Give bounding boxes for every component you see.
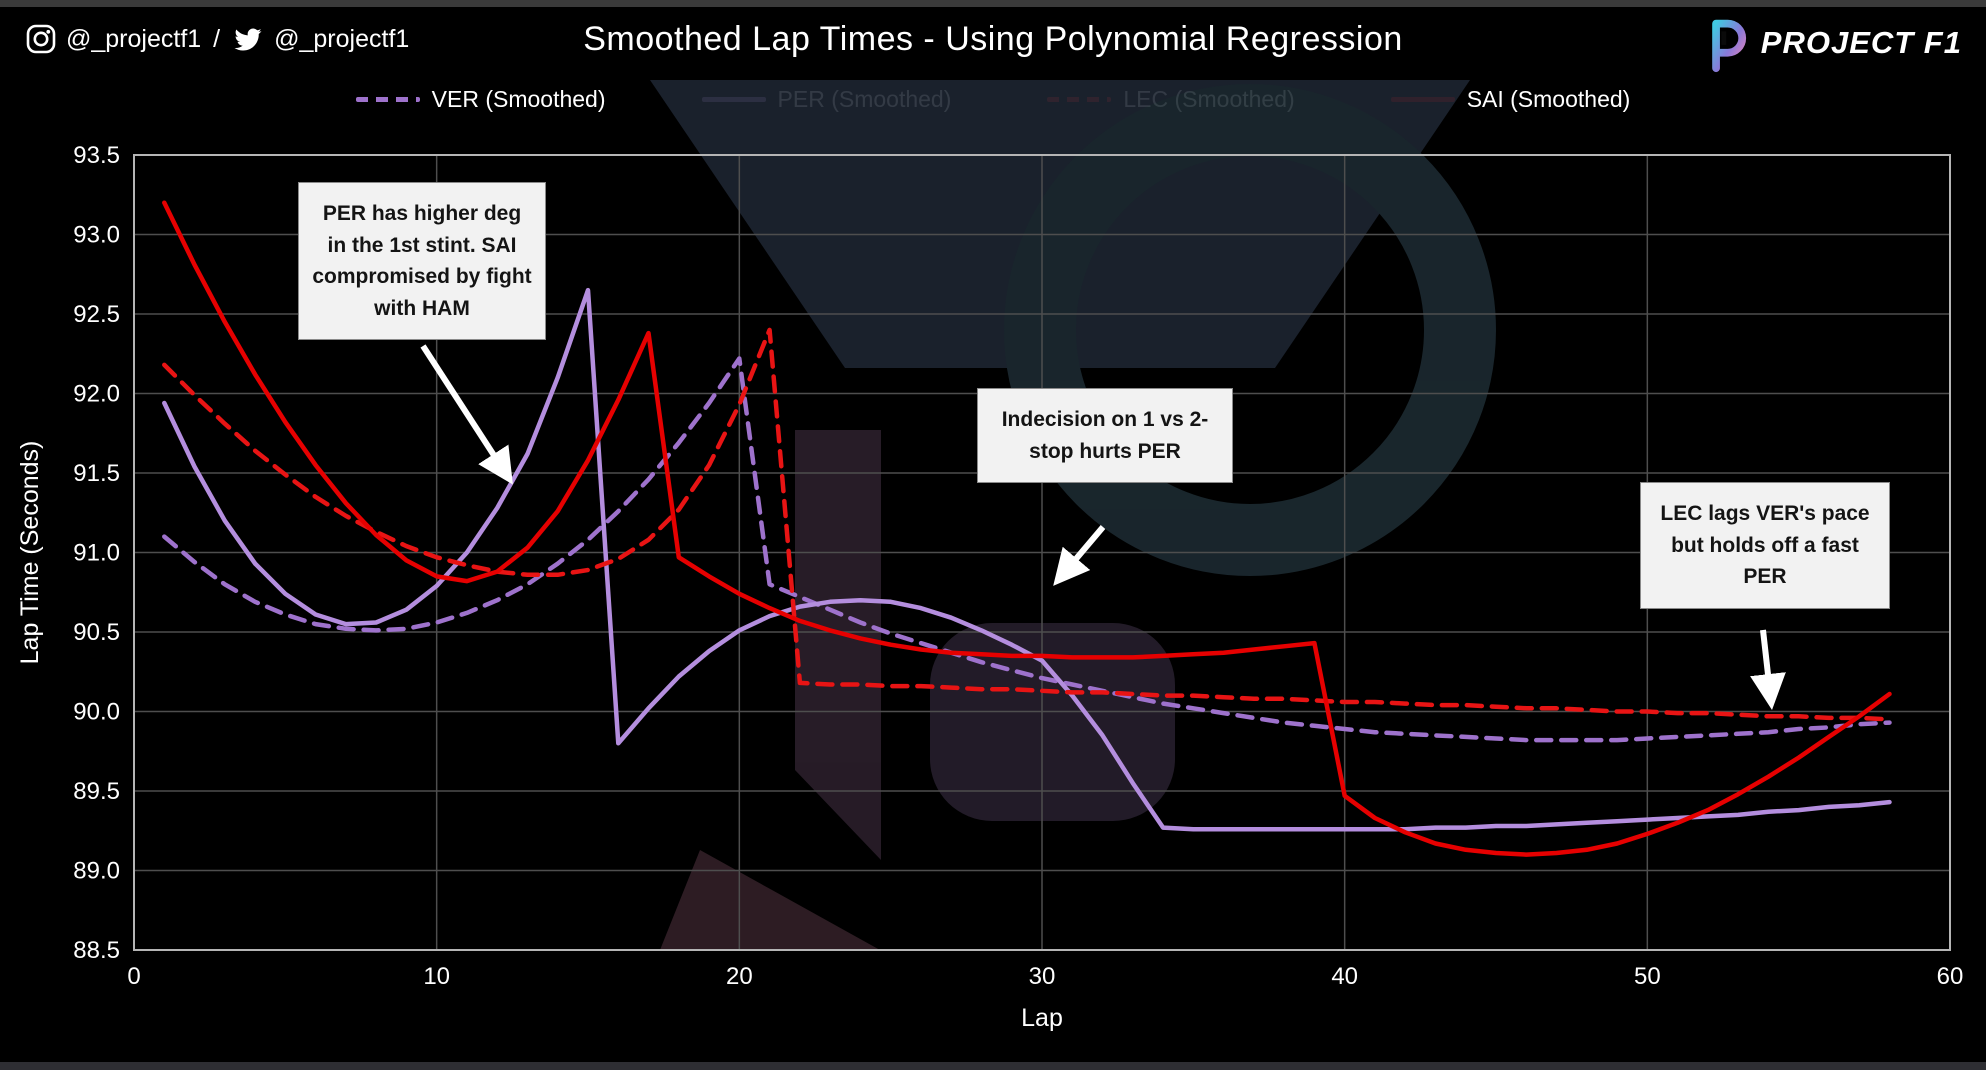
annotation-arrow — [1750, 629, 1786, 710]
twitter-icon — [234, 28, 262, 50]
ver-line-swatch — [355, 97, 420, 102]
series-line-lec — [162, 327, 1892, 722]
y-tick-label: 93.0 — [73, 222, 120, 249]
instagram-icon — [26, 24, 56, 54]
handle-separator: / — [213, 24, 221, 53]
x-tick-label: 60 — [1937, 963, 1964, 990]
brand-text: PROJECT F1 — [1760, 25, 1962, 60]
bottom-strip — [0, 1062, 1986, 1070]
legend-label-sai: SAI (Smoothed) — [1466, 86, 1631, 112]
series-line-per — [162, 287, 1892, 832]
x-tick-label: 0 — [127, 963, 140, 990]
y-tick-label: 90.0 — [73, 699, 120, 726]
x-tick-label: 50 — [1634, 963, 1661, 990]
twitter-handle: @_projectf1 — [274, 24, 410, 53]
y-axis-label: Lap Time (Seconds) — [16, 441, 44, 665]
watermark-logo — [650, 80, 1496, 950]
y-tick-label: 92.5 — [73, 301, 120, 328]
page-title: Smoothed Lap Times - Using Polynomial Re… — [583, 20, 1403, 58]
top-strip — [0, 0, 1986, 7]
annotation-arrow — [1053, 525, 1106, 586]
x-tick-label: 40 — [1331, 963, 1358, 990]
annotation-per-strategy: Indecision on 1 vs 2-stop hurts PER — [977, 388, 1233, 483]
instagram-handle: @_projectf1 — [66, 24, 202, 53]
series-line-ver — [162, 356, 1892, 743]
annotation-arrow — [420, 344, 513, 485]
x-axis-label: Lap — [1021, 1004, 1063, 1032]
projectf1-logo-icon — [1693, 19, 1746, 73]
social-handles: @_projectf1 / @_projectf1 — [26, 24, 409, 54]
x-tick-label: 10 — [423, 963, 450, 990]
y-tick-label: 91.5 — [73, 460, 120, 487]
y-tick-label: 92.0 — [73, 381, 120, 408]
legend-label-ver: VER (Smoothed) — [431, 86, 606, 112]
y-tick-label: 90.5 — [73, 619, 120, 646]
y-tick-label: 91.0 — [73, 540, 120, 567]
y-tick-label: 88.5 — [73, 937, 120, 964]
y-tick-label: 89.5 — [73, 778, 120, 805]
y-tick-label: 93.5 — [73, 142, 120, 169]
x-tick-label: 20 — [726, 963, 753, 990]
x-tick-label: 30 — [1029, 963, 1056, 990]
annotation-per-deg: PER has higher deg in the 1st stint. SAI… — [298, 182, 546, 340]
brand-logo: PROJECT F1 — [1687, 12, 1962, 74]
series-line-sai — [162, 200, 1892, 857]
y-tick-label: 89.0 — [73, 858, 120, 885]
legend-entry-ver: VER (Smoothed) — [355, 86, 606, 113]
annotation-lec-pace: LEC lags VER's pace but holds off a fast… — [1640, 482, 1890, 609]
